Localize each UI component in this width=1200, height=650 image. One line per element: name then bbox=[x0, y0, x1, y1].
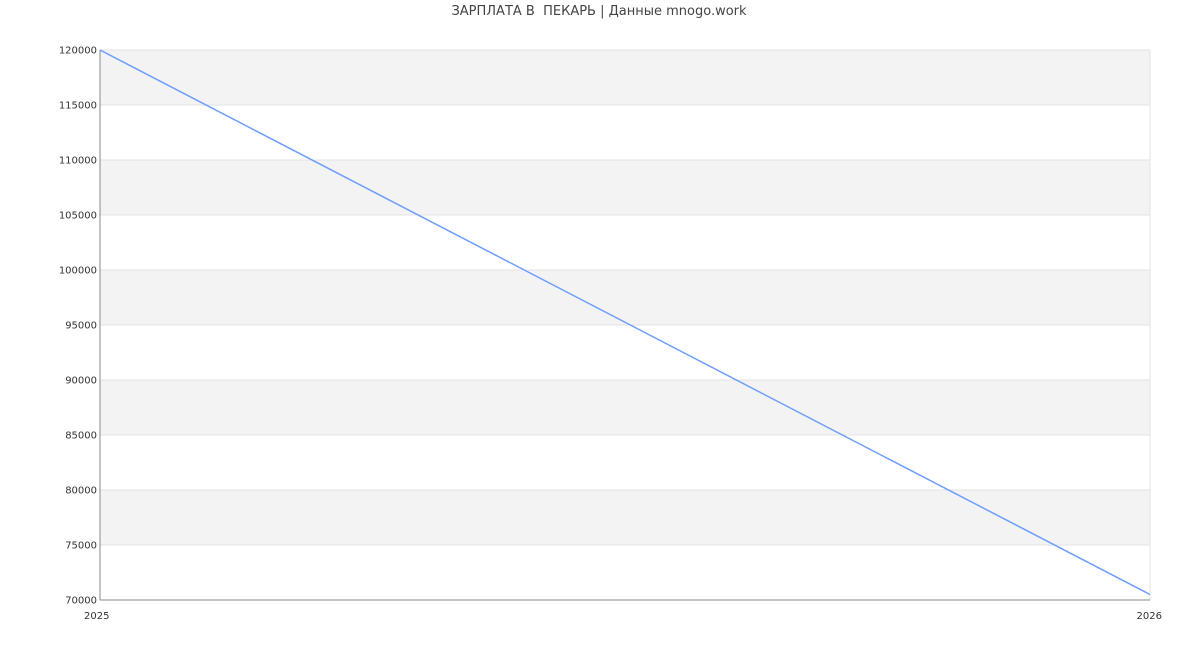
y-tick-label: 100000 bbox=[59, 266, 97, 277]
series-line bbox=[99, 49, 1151, 596]
grid-band bbox=[100, 545, 1150, 600]
y-tick-label: 105000 bbox=[59, 211, 97, 222]
grid-band bbox=[100, 435, 1150, 490]
grid-band bbox=[100, 490, 1150, 545]
grid-band bbox=[100, 50, 1150, 105]
y-tick-label: 70000 bbox=[65, 596, 97, 607]
x-tick-label: 2025 bbox=[84, 611, 109, 622]
grid-band bbox=[100, 215, 1150, 270]
y-tick-label: 90000 bbox=[65, 376, 97, 387]
grid-band bbox=[100, 325, 1150, 380]
grid-band bbox=[100, 160, 1150, 215]
grid-band bbox=[100, 105, 1150, 160]
y-tick-label: 80000 bbox=[65, 486, 97, 497]
x-tick-label: 2026 bbox=[1137, 611, 1162, 622]
y-tick-label: 75000 bbox=[65, 541, 97, 552]
y-tick-label: 115000 bbox=[59, 101, 97, 112]
y-tick-label: 110000 bbox=[59, 156, 97, 167]
grid-band bbox=[100, 380, 1150, 435]
y-tick-label: 95000 bbox=[65, 321, 97, 332]
grid-band bbox=[100, 270, 1150, 325]
chart-title: ЗАРПЛАТА В ПЕКАРЬ | Данные mnogo.work bbox=[451, 4, 747, 19]
y-tick-label: 85000 bbox=[65, 431, 97, 442]
y-tick-label: 120000 bbox=[59, 46, 97, 57]
